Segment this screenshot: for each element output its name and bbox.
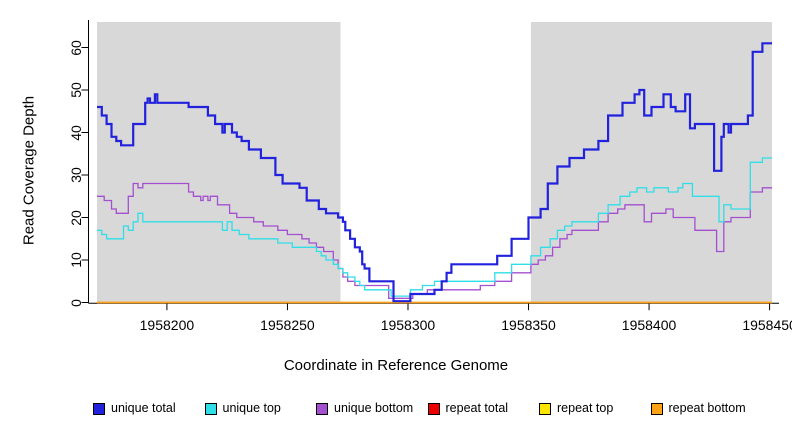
y-tick-label: 20 [68, 209, 84, 226]
x-tick-label: 1958250 [260, 317, 315, 333]
legend-swatch-icon [427, 403, 440, 415]
y-tick-label: 0 [68, 298, 84, 307]
legend-label: unique total [111, 401, 176, 415]
legend-label: repeat total [445, 401, 509, 415]
legend-swatch-icon [316, 403, 328, 415]
series-line-unique-top [97, 157, 772, 297]
y-tick-label: 30 [68, 167, 84, 183]
x-tick-label: 1958450 [742, 317, 792, 333]
y-tick-label: 60 [68, 39, 84, 56]
y-tick-label: 50 [68, 82, 84, 98]
legend-swatch-icon [204, 403, 217, 415]
x-tick-label: 1958300 [380, 317, 436, 333]
y-axis-title: Read Coverage Depth [20, 95, 38, 246]
y-tick-label: 10 [68, 252, 84, 268]
legend-label: unique bottom [334, 401, 414, 415]
legend-swatch-icon [539, 403, 551, 415]
highlight-region [340, 22, 531, 304]
legend-swatch-icon [93, 403, 105, 415]
x-tick-label: 1958400 [621, 317, 677, 333]
x-axis-title: Coordinate in Reference Genome [283, 357, 509, 374]
series-line-unique-bottom [97, 182, 772, 299]
y-tick-label: 40 [68, 124, 84, 141]
legend-label: unique top [222, 401, 281, 415]
legend-label: repeat top [557, 401, 614, 415]
series-line-unique-total [97, 42, 772, 303]
x-tick-label: 1958350 [501, 317, 556, 333]
legend-swatch-icon [650, 403, 663, 415]
x-tick-label: 1958200 [139, 317, 195, 333]
legend-label: repeat bottom [668, 401, 746, 415]
